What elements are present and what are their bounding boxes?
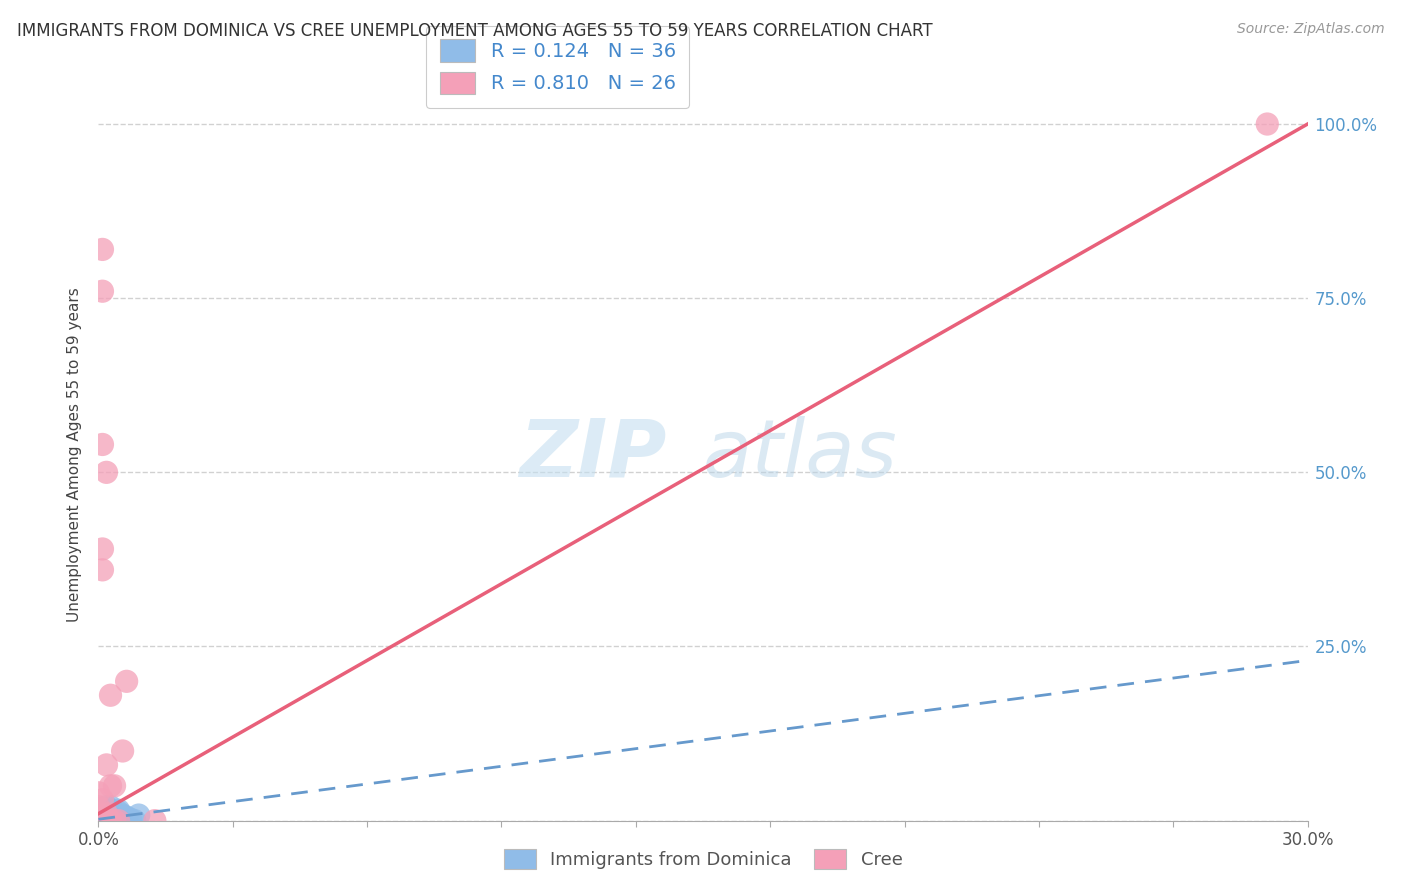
Point	[91, 801, 114, 815]
Point	[107, 805, 129, 820]
Point	[87, 806, 110, 821]
Point	[100, 688, 122, 702]
Point	[91, 812, 114, 826]
Point	[103, 812, 125, 826]
Point	[111, 808, 134, 822]
Point	[100, 808, 122, 822]
Point	[107, 814, 129, 828]
Point	[100, 806, 122, 821]
Point	[107, 803, 129, 817]
Point	[87, 799, 110, 814]
Point	[91, 284, 114, 298]
Point	[91, 810, 114, 824]
Point	[96, 814, 118, 828]
Point	[91, 563, 114, 577]
Point	[128, 808, 150, 822]
Point	[96, 808, 118, 822]
Point	[96, 806, 118, 821]
Text: Source: ZipAtlas.com: Source: ZipAtlas.com	[1237, 22, 1385, 37]
Point	[87, 814, 110, 828]
Point	[100, 803, 122, 817]
Point	[115, 812, 138, 826]
Point	[96, 466, 118, 480]
Point	[91, 810, 114, 824]
Point	[103, 779, 125, 793]
Point	[91, 814, 114, 828]
Point	[100, 814, 122, 828]
Point	[143, 814, 166, 828]
Point	[111, 810, 134, 824]
Text: ZIP: ZIP	[519, 416, 666, 494]
Point	[103, 814, 125, 828]
Point	[87, 809, 110, 823]
Point	[100, 779, 122, 793]
Point	[115, 674, 138, 689]
Point	[103, 806, 125, 821]
Point	[120, 812, 142, 826]
Point	[96, 758, 118, 772]
Point	[96, 799, 118, 814]
Text: atlas: atlas	[703, 416, 898, 494]
Point	[115, 810, 138, 824]
Point	[87, 814, 110, 828]
Point	[107, 814, 129, 828]
Point	[91, 803, 114, 817]
Point	[91, 243, 114, 257]
Point	[96, 805, 118, 820]
Point	[100, 799, 122, 814]
Point	[1256, 117, 1278, 131]
Point	[96, 814, 118, 828]
Point	[87, 808, 110, 822]
Point	[111, 744, 134, 758]
Point	[124, 814, 146, 828]
Point	[100, 814, 122, 828]
Point	[103, 814, 125, 828]
Point	[96, 806, 118, 821]
Point	[91, 793, 114, 807]
Point	[87, 814, 110, 828]
Point	[91, 812, 114, 826]
Point	[91, 541, 114, 556]
Text: IMMIGRANTS FROM DOMINICA VS CREE UNEMPLOYMENT AMONG AGES 55 TO 59 YEARS CORRELAT: IMMIGRANTS FROM DOMINICA VS CREE UNEMPLO…	[17, 22, 932, 40]
Point	[87, 786, 110, 800]
Y-axis label: Unemployment Among Ages 55 to 59 years: Unemployment Among Ages 55 to 59 years	[67, 287, 83, 623]
Point	[91, 437, 114, 451]
Point	[91, 814, 114, 828]
Legend: Immigrants from Dominica, Cree: Immigrants from Dominica, Cree	[495, 839, 911, 879]
Point	[87, 806, 110, 821]
Point	[87, 812, 110, 826]
Legend: R = 0.124   N = 36, R = 0.810   N = 26: R = 0.124 N = 36, R = 0.810 N = 26	[426, 26, 689, 108]
Point	[96, 810, 118, 824]
